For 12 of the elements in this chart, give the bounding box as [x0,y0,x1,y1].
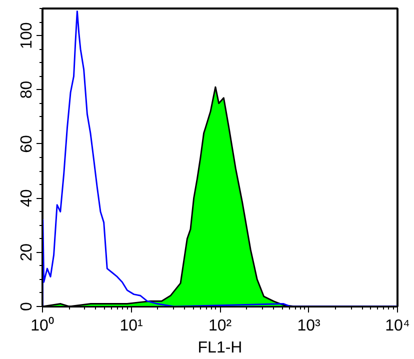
y-tick-label: 40 [18,189,36,208]
x-tick-label: 10³ [297,318,321,334]
x-tick-label: 10⁴ [385,318,410,334]
y-tick-label: 0 [18,302,36,311]
x-tick-label: 10¹ [120,318,143,334]
y-tick-label: 20 [18,243,36,262]
y-tick-label: 80 [18,80,36,99]
x-tick-label: 10⁰ [30,316,54,334]
y-tick-label: 60 [18,134,36,153]
x-axis-title: FL1-H [198,340,242,356]
y-tick-label: 100 [18,22,36,49]
x-tick-label: 10² [208,318,232,334]
